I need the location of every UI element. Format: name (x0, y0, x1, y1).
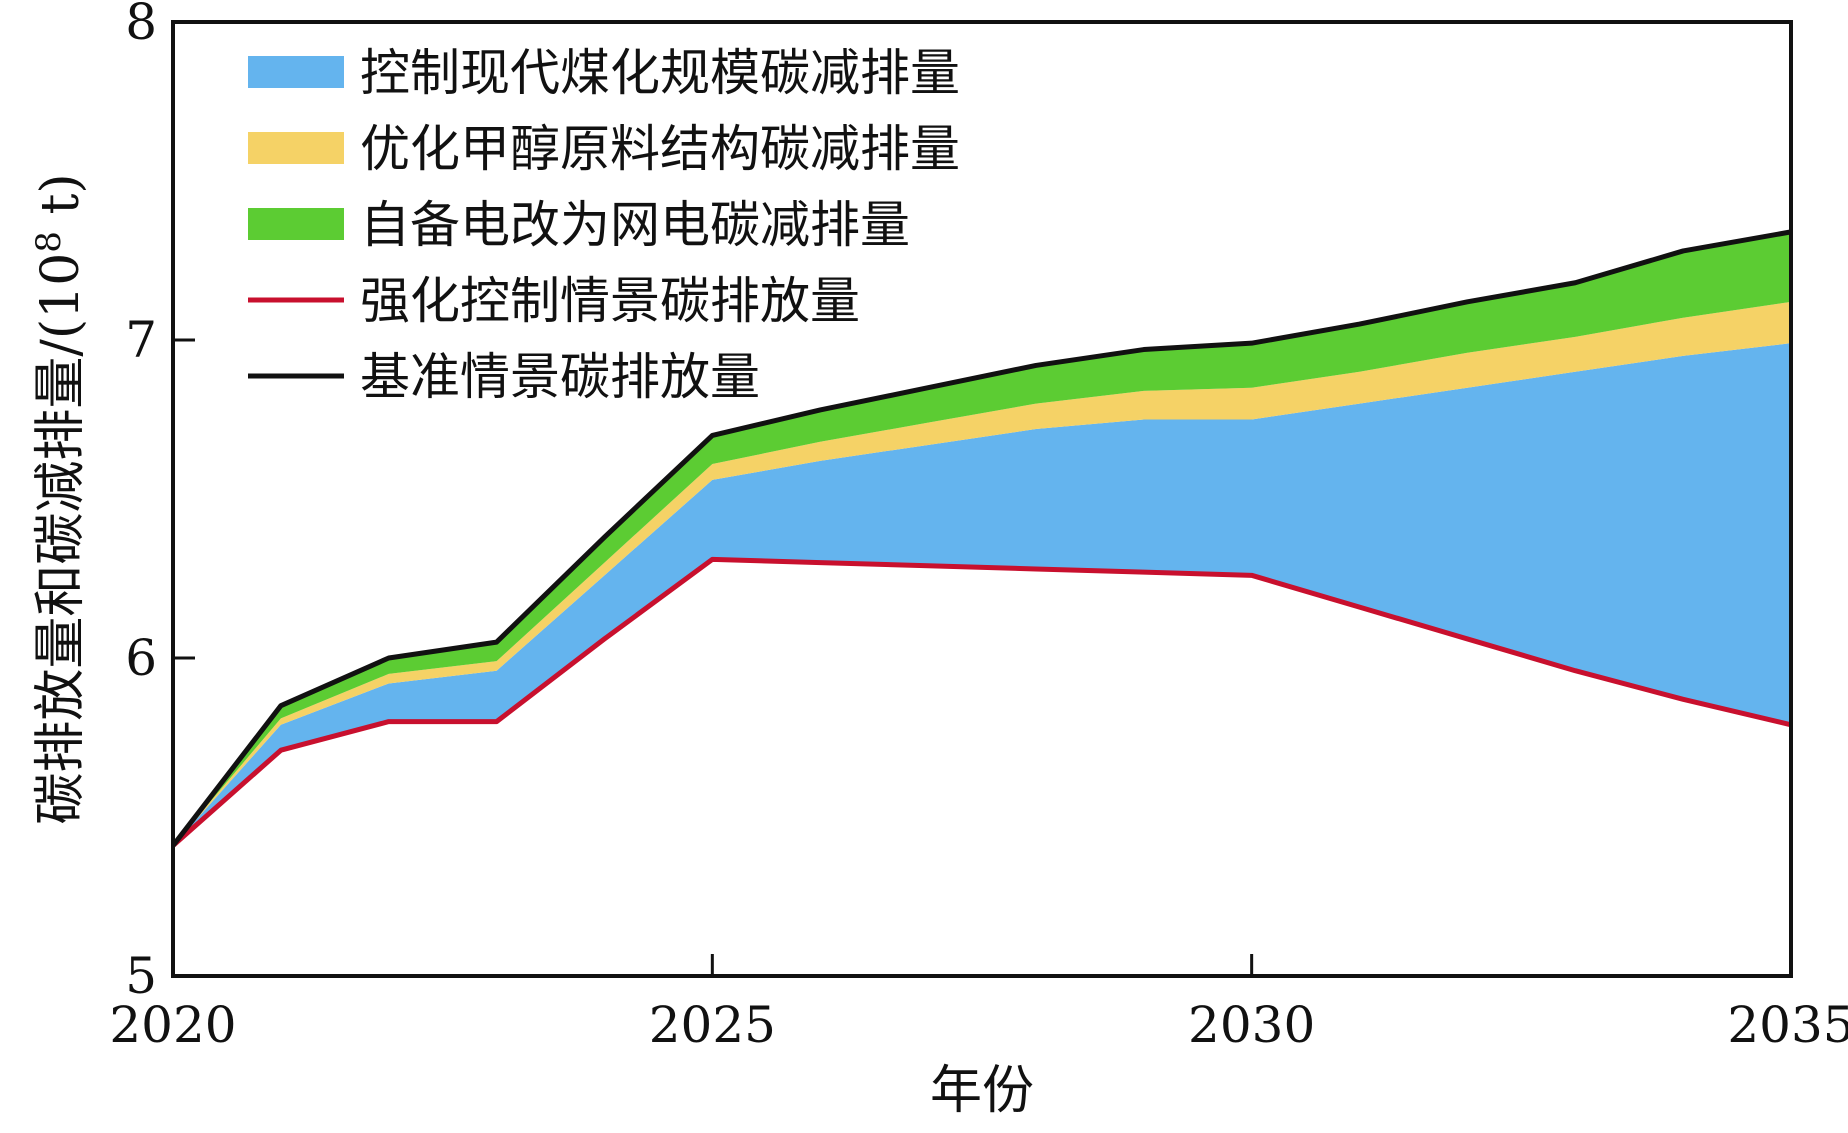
legend-label: 控制现代煤化规模碳减排量 (360, 44, 960, 102)
area-series-2 (173, 301, 1791, 846)
line-layer (171, 229, 1792, 848)
legend-swatch (248, 56, 344, 88)
area-series-1 (173, 343, 1791, 846)
tick-layer: 2020 2025 2030 2035 5 6 7 8 (109, 0, 1848, 1054)
y-axis-title: 碳排放量和碳减排量/(108 t) (29, 173, 91, 824)
y-axis-title-unit: t) (31, 173, 91, 231)
legend: 控制现代煤化规模碳减排量优化甲醇原料结构碳减排量自备电改为网电碳减排量强化控制情… (248, 44, 960, 406)
y-tick-label: 5 (125, 947, 157, 1005)
line-enhanced-scenario (171, 556, 1792, 848)
y-axis-title-superscript: 8 (29, 231, 69, 253)
x-tick-label: 2030 (1188, 996, 1315, 1054)
legend-swatch (248, 208, 344, 240)
y-tick-label: 6 (125, 629, 157, 687)
legend-label: 强化控制情景碳排放量 (360, 272, 860, 330)
x-tick-label: 2020 (109, 996, 236, 1054)
y-tick-label: 8 (125, 0, 157, 51)
legend-label: 自备电改为网电碳减排量 (360, 196, 910, 254)
line-baseline-scenario (171, 229, 1792, 848)
x-tick-label: 2035 (1727, 996, 1848, 1054)
legend-swatch (248, 132, 344, 164)
area-layer (173, 231, 1791, 846)
x-axis-title: 年份 (930, 1061, 1034, 1121)
area-series-3 (173, 231, 1791, 846)
y-tick-label: 7 (125, 311, 157, 369)
legend-label: 基准情景碳排放量 (360, 348, 760, 406)
y-axis-title-main: 碳排放量和碳减排量/(10 (31, 253, 91, 825)
plot-frame (171, 20, 1793, 978)
legend-label: 优化甲醇原料结构碳减排量 (360, 120, 960, 178)
x-tick-label: 2025 (649, 996, 776, 1054)
